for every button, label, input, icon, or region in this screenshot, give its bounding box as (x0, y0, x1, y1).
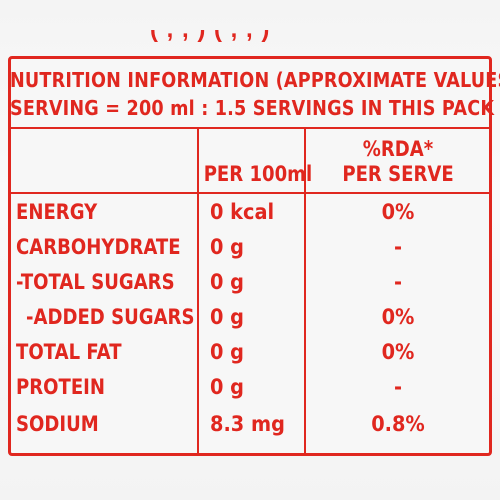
nutrient-rda-carbohydrate: - (393, 235, 403, 259)
nutrient-name-carbohydrate: CARBOHYDRATE (16, 235, 181, 259)
nutrient-value-energy: 0 kcal (210, 200, 275, 224)
nutrition-table-border (8, 56, 492, 456)
nutrient-value-added-sugars: 0 g (210, 305, 245, 329)
nutrient-name-sodium: SODIUM (16, 412, 99, 436)
nutrient-name-added-sugars: -ADDED SUGARS (26, 305, 195, 329)
nutrient-rda-energy: 0% (381, 200, 415, 224)
header-rda-line-2: PER SERVE (342, 162, 454, 186)
nutrient-rda-protein: - (393, 375, 403, 399)
title-line-2: SERVING = 200 ml : 1.5 SERVINGS IN THIS … (10, 96, 495, 120)
header-divider (8, 192, 492, 194)
nutrient-rda-total-sugars: - (393, 270, 403, 294)
nutrient-value-total-sugars: 0 g (210, 270, 245, 294)
table-title: NUTRITION INFORMATION (APPROXIMATE VALUE… (10, 66, 500, 122)
nutrient-value-sodium: 8.3 mg (210, 412, 285, 436)
cropped-text-fragment: ( , , ) ( , , ) (150, 30, 450, 42)
nutrient-value-protein: 0 g (210, 375, 245, 399)
header-rda-line-1: %RDA* (362, 137, 434, 161)
nutrient-value-carbohydrate: 0 g (210, 235, 245, 259)
title-divider (8, 127, 492, 129)
nutrient-name-total-fat: TOTAL FAT (16, 340, 122, 364)
nutrient-rda-total-fat: 0% (381, 340, 415, 364)
nutrient-name-energy: ENERGY (16, 200, 98, 224)
nutrient-rda-sodium: 0.8% (371, 412, 425, 436)
nutrient-rda-added-sugars: 0% (381, 305, 415, 329)
column-divider-2 (304, 127, 306, 453)
nutrient-name-total-sugars: -TOTAL SUGARS (16, 270, 175, 294)
title-line-1: NUTRITION INFORMATION (APPROXIMATE VALUE… (10, 68, 500, 92)
column-divider-1 (197, 127, 199, 453)
nutrient-value-total-fat: 0 g (210, 340, 245, 364)
header-per-100ml: PER 100ml (203, 162, 313, 186)
nutrient-name-protein: PROTEIN (16, 375, 105, 399)
